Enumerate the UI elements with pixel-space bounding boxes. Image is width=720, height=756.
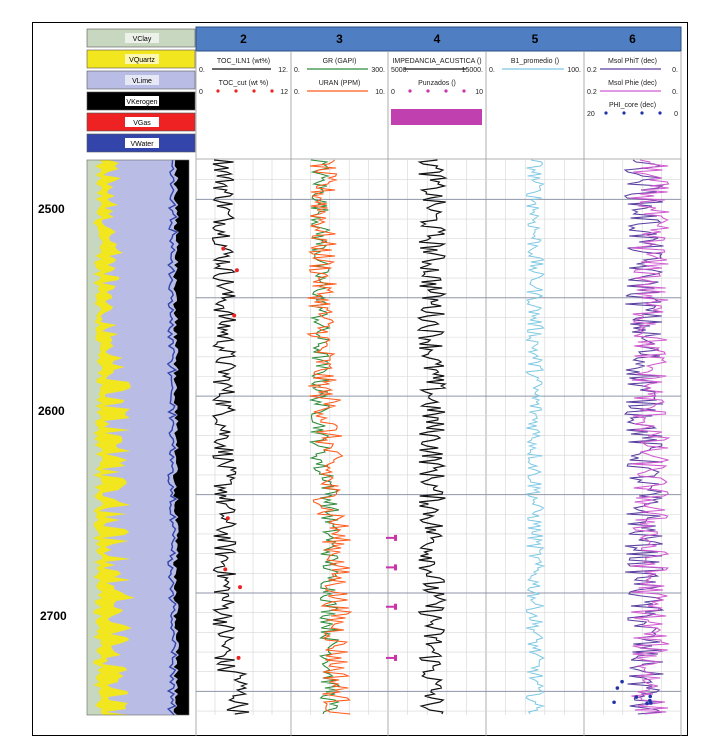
curve-name-2-1: Punzados () — [418, 80, 456, 87]
phi-core-point — [620, 679, 624, 684]
toc-cut-point — [221, 246, 226, 251]
uran-curve — [306, 159, 353, 715]
curve-name-4-2: PHI_core (dec) — [609, 102, 656, 109]
phi-core-point — [612, 700, 616, 705]
curve-legend-point — [216, 89, 220, 93]
curve-legend-point — [640, 111, 644, 115]
msol-phie-curve — [630, 159, 671, 715]
msol-phit-curve — [623, 159, 665, 715]
acoustic-impedance-curve — [416, 159, 448, 715]
lithology-clay-band — [87, 160, 103, 715]
curve-legend-point — [234, 89, 238, 93]
phi-core-point — [615, 686, 620, 690]
legend-label-vkerogen: VKerogen — [126, 99, 157, 106]
curve-min-1-1: 0. — [294, 89, 300, 96]
curve-legend-point — [252, 89, 256, 93]
lithology-quartz-band — [93, 160, 136, 715]
legend-label-vlime: VLime — [132, 78, 152, 85]
track-number-5: 5 — [532, 32, 539, 46]
curve-min-1-0: 0. — [294, 67, 300, 74]
curve-max-0-0: 12. — [278, 67, 288, 74]
legend-label-vwater: VWater — [130, 141, 154, 148]
perforation-marker-cap — [394, 603, 397, 610]
curve-legend-point — [270, 89, 274, 93]
legend-label-box — [125, 33, 159, 43]
curve-name-0-0: TOC_ILN1 (wt%) — [217, 58, 270, 65]
curve-min-4-1: 0.2 — [587, 89, 597, 96]
well-log-chart: 2 3 4 5 6 VClay VQuartz VLime VKerogen VGas VWater… — [86, 26, 682, 736]
toc-cut-point — [232, 313, 237, 318]
toc-iln1-curve — [211, 159, 250, 715]
curve-min-4-0: 0.2 — [587, 67, 597, 74]
legend-label-box — [125, 54, 159, 64]
curve-legend-point — [658, 111, 662, 115]
curve-legend-point — [408, 89, 412, 93]
perforation-marker-cap — [394, 534, 397, 541]
curve-max-3-0: 100. — [567, 67, 581, 74]
curve-legend-point — [462, 89, 466, 93]
curve-name-1-0: GR (GAPI) — [323, 58, 357, 65]
depth-label-2600: 2600 — [38, 404, 65, 418]
legend-label-vgas: VGas — [133, 120, 151, 127]
curve-legend-point — [444, 89, 448, 93]
curve-name-4-0: Msol PhiT (dec) — [608, 58, 657, 65]
curve-min-0-1: 0 — [199, 89, 203, 96]
phi-core-point — [645, 701, 649, 706]
lithology-water-line — [166, 159, 179, 716]
curve-name-3-0: B1_promedio () — [511, 58, 559, 65]
legend-label-vquartz: VQuartz — [129, 57, 155, 64]
well-log-panel: 2 3 4 5 6 VClay VQuartz VLime VKerogen VGas VWater… — [32, 22, 688, 736]
toc-cut-point — [223, 567, 228, 572]
toc-cut-point — [236, 655, 241, 660]
perforation-legend-block — [391, 109, 482, 125]
track-header-bar — [195, 26, 682, 52]
track-number-2: 2 — [240, 32, 247, 46]
curve-max-2-0: 15000. — [462, 67, 483, 74]
curve-min-3-0: 0. — [489, 67, 495, 74]
curve-min-4-2: 20 — [587, 111, 595, 118]
lithology-track-border — [86, 159, 190, 716]
track-number-4: 4 — [434, 32, 441, 46]
perforation-marker-cap — [394, 564, 397, 571]
curve-legend-point — [426, 89, 430, 93]
curve-name-1-1: URAN (PPM) — [319, 80, 361, 87]
curve-name-4-1: Msol Phie (dec) — [608, 80, 657, 87]
curve-max-1-1: 10. — [375, 89, 385, 96]
curve-min-2-1: 0 — [391, 89, 395, 96]
curve-name-0-1: TOC_cut (wt %) — [219, 80, 269, 87]
phi-core-point — [648, 698, 652, 703]
toc-cut-point — [238, 585, 243, 590]
gr-curve — [308, 159, 341, 715]
curve-max-4-1: 0. — [672, 89, 678, 96]
curve-name-2-0: IMPEDANCIA_ACUSTICA () — [392, 58, 481, 65]
perforation-marker-cap — [394, 654, 397, 661]
legend-label-box — [125, 96, 159, 106]
curve-legend-point — [622, 111, 626, 115]
phi-core-point — [648, 694, 653, 699]
curve-max-4-2: 0 — [674, 111, 678, 118]
curve-max-1-0: 300. — [371, 67, 385, 74]
track-number-6: 6 — [629, 32, 636, 46]
legend-label-box — [125, 117, 159, 127]
b1-promedio-curve — [525, 159, 546, 715]
legend-label-box — [125, 138, 159, 148]
depth-label-2500: 2500 — [38, 202, 65, 216]
lithology-kerogen-band — [173, 160, 189, 715]
phi-core-point — [634, 695, 639, 699]
toc-cut-point — [234, 268, 239, 273]
curve-max-2-1: 10 — [475, 89, 483, 96]
toc-cut-point — [225, 516, 230, 521]
curve-max-0-1: 12 — [280, 89, 288, 96]
track-number-3: 3 — [336, 32, 343, 46]
curve-min-0-0: 0. — [199, 67, 205, 74]
legend-label-box — [125, 75, 159, 85]
curve-min-2-0: 5000. — [391, 67, 409, 74]
legend-label-vclay: VClay — [133, 36, 152, 43]
curve-max-4-0: 0. — [672, 67, 678, 74]
depth-label-2700: 2700 — [40, 609, 67, 623]
curve-legend-point — [604, 111, 608, 115]
